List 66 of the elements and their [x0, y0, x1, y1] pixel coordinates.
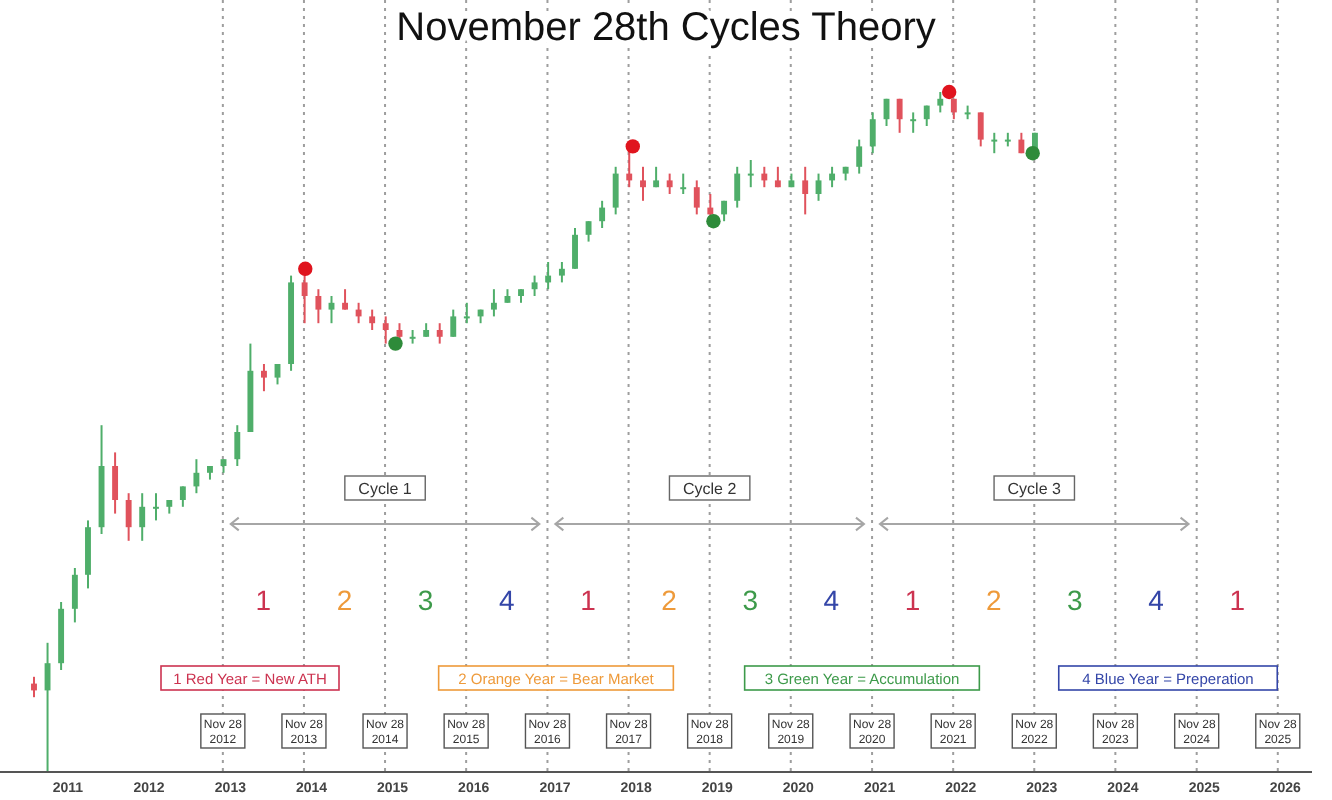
- candlestick: [436, 322, 443, 345]
- point: [625, 139, 640, 154]
- candlestick: [450, 308, 457, 338]
- candlestick: [153, 492, 159, 522]
- candlestick: [869, 111, 876, 155]
- candlestick: [829, 165, 836, 189]
- candlestick: [490, 288, 497, 318]
- candlestick: [125, 492, 132, 542]
- annotation: 2: [336, 584, 353, 616]
- candlestick: [680, 172, 687, 195]
- candlestick: [572, 227, 578, 270]
- point: [706, 214, 721, 229]
- annotation: 3: [1067, 584, 1084, 616]
- candlestick: [856, 138, 863, 175]
- annotation: Cycle 2: [682, 480, 738, 498]
- annotation: Cycle 1: [358, 480, 413, 498]
- annotation: 4: [499, 584, 516, 616]
- candlestick: [693, 179, 700, 216]
- candlestick: [612, 165, 619, 216]
- candlestick: [382, 315, 389, 345]
- annotation: 3: [742, 584, 759, 616]
- candlestick: [761, 165, 768, 189]
- candlestick: [85, 519, 91, 590]
- candlestick: [234, 424, 241, 467]
- candlestick: [463, 301, 470, 325]
- candlestick: [369, 308, 376, 331]
- candlestick: [193, 458, 200, 495]
- candlestick: [355, 301, 362, 325]
- candlestick: [599, 199, 606, 229]
- point: [941, 84, 957, 100]
- point: [1025, 146, 1040, 161]
- point: [388, 336, 403, 351]
- candlestick: [71, 567, 78, 624]
- annotation: 1: [904, 584, 921, 616]
- candlestick: [315, 288, 322, 325]
- candlestick: [261, 363, 267, 393]
- candlestick: [545, 261, 552, 291]
- candlestick: [896, 97, 903, 134]
- annotation: 1: [1229, 584, 1246, 616]
- candlestick: [977, 111, 984, 148]
- candlestick: [937, 91, 944, 114]
- candlestick: [666, 172, 673, 195]
- candlestick: [734, 165, 741, 209]
- candlestick: [991, 131, 998, 155]
- annotation: 2: [985, 584, 1002, 616]
- annotation: 2: [661, 584, 678, 616]
- candlestick: [31, 675, 37, 699]
- annotation: Cycle 3: [1007, 480, 1063, 498]
- annotation: 4: [1148, 584, 1165, 616]
- candlestick: [910, 111, 917, 134]
- candlestick: [802, 165, 809, 216]
- candlestick: [747, 159, 754, 189]
- candlestick: [558, 261, 565, 284]
- annotation: 1: [255, 584, 272, 616]
- candlestick: [585, 220, 592, 243]
- candlestick: [531, 274, 538, 297]
- point: [298, 261, 313, 276]
- annotation: 3: [417, 584, 434, 616]
- candlestick: [179, 485, 186, 508]
- candlestick: [342, 288, 348, 311]
- annotation: 1: [580, 584, 597, 616]
- candlestick: [640, 165, 646, 202]
- chart-title: November 28th Cycles Theory: [396, 6, 936, 50]
- candlestick: [139, 492, 146, 542]
- candlestick: [112, 451, 119, 515]
- annotation: 4: [823, 584, 840, 616]
